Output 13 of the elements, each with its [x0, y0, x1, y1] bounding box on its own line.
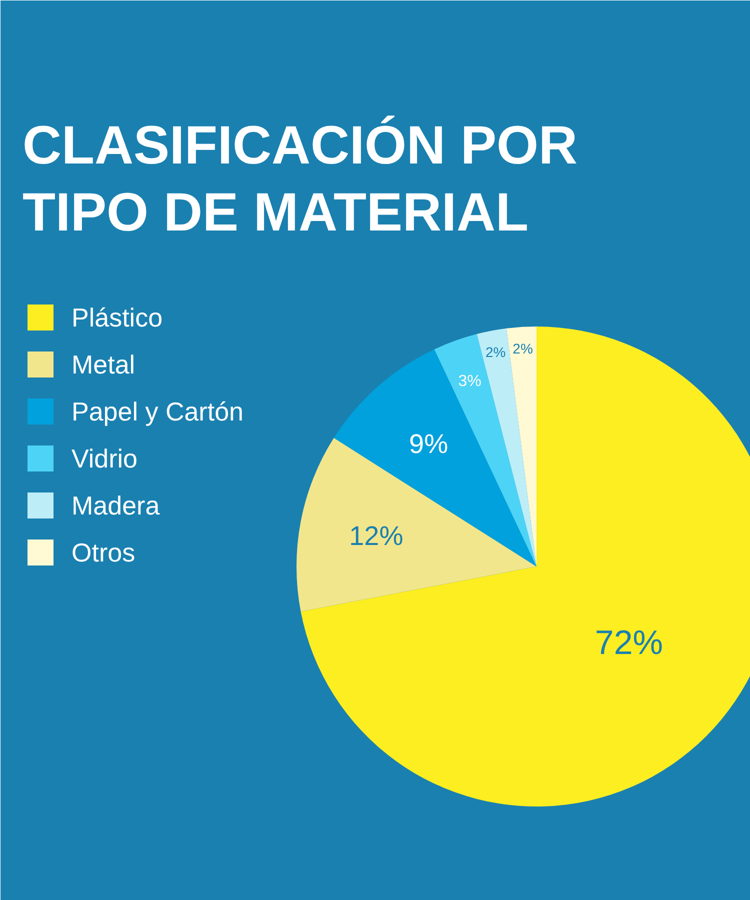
- legend-label: Vidrio: [72, 444, 138, 474]
- data-label: 2%: [512, 340, 533, 357]
- data-label: 72%: [594, 624, 663, 662]
- legend-label: Plástico: [72, 302, 163, 332]
- legend-label: Otros: [72, 538, 136, 568]
- legend-label: Madera: [72, 490, 160, 520]
- data-label: 9%: [409, 429, 448, 460]
- chart-title: CLASIFICACIÓN POR TIPO DE MATERIAL: [22, 116, 578, 242]
- data-label: 3%: [458, 372, 482, 390]
- data-label: 2%: [485, 344, 506, 360]
- legend-label: Papel y Cartón: [72, 396, 244, 426]
- data-label: 12%: [349, 520, 404, 551]
- legend-label: Metal: [72, 350, 136, 380]
